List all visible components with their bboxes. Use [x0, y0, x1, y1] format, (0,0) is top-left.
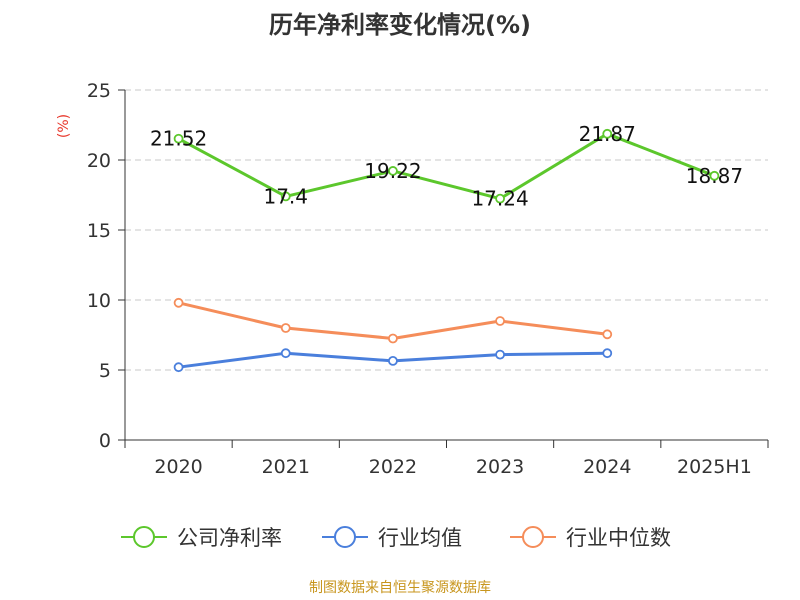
- series-公司净利率: 21.52 17.4 19.22 17.24 21.87 18.87: [150, 122, 743, 211]
- data-point: [495, 316, 505, 326]
- grid-lines: [125, 89, 768, 371]
- y-tick-label: 5: [99, 360, 111, 382]
- legend-item-行业均值[interactable]: 行业均值: [322, 526, 462, 550]
- chart-title: 历年净利率变化情况(%): [269, 11, 531, 39]
- source-note: 制图数据来自恒生聚源数据库: [309, 580, 491, 596]
- data-label: 19.22: [364, 159, 421, 183]
- legend[interactable]: 公司净利率 行业均值 行业中位数: [121, 526, 671, 550]
- data-point: [602, 128, 613, 139]
- y-tick-label: 0: [99, 430, 111, 452]
- data-point: [280, 323, 291, 333]
- legend-label: 行业均值: [378, 526, 462, 550]
- series-行业均值: [173, 348, 613, 373]
- axes: 0 5 10 15 20 25 2020 2021 2022 2023 2024 2025H1: [87, 80, 769, 478]
- data-point: [709, 170, 720, 181]
- data-point: [280, 191, 291, 202]
- data-label: 21.52: [150, 127, 207, 151]
- legend-label: 行业中位数: [566, 526, 671, 550]
- legend-marker: [133, 526, 155, 548]
- y-tick-label: 20: [87, 150, 111, 172]
- data-point: [495, 349, 505, 360]
- x-tick-label: 2022: [369, 456, 417, 478]
- x-tick-label: 2024: [583, 456, 631, 478]
- data-point: [602, 348, 613, 359]
- x-tick-label: 2023: [476, 456, 524, 478]
- legend-marker: [522, 526, 544, 548]
- legend-label: 公司净利率: [177, 526, 282, 550]
- series-line: [177, 132, 715, 201]
- series-group: 21.52 17.4 19.22 17.24 21.87 18.87: [150, 122, 743, 373]
- data-point: [388, 333, 398, 344]
- y-axis-label: (%): [56, 114, 72, 138]
- legend-item-行业中位数[interactable]: 行业中位数: [510, 526, 671, 550]
- series-line: [178, 301, 608, 340]
- data-point: [173, 362, 184, 373]
- data-label: 18.87: [686, 164, 743, 188]
- legend-item-公司净利率[interactable]: 公司净利率: [121, 526, 282, 550]
- x-tick-label: 2021: [262, 456, 310, 478]
- x-tick-label: 2025H1: [677, 456, 752, 478]
- data-point: [602, 329, 613, 340]
- y-tick-label: 25: [87, 80, 111, 102]
- data-label: 21.87: [579, 122, 636, 146]
- y-tick-label: 15: [87, 220, 111, 242]
- data-point: [173, 297, 184, 308]
- legend-marker: [334, 526, 356, 548]
- data-point: [388, 355, 398, 366]
- data-point: [173, 133, 184, 144]
- data-label: 17.24: [471, 187, 528, 211]
- data-point: [495, 193, 505, 204]
- series-行业中位数: [173, 297, 613, 344]
- y-tick-label: 10: [87, 290, 111, 312]
- data-label: 17.4: [263, 184, 308, 208]
- data-point: [280, 348, 291, 359]
- x-tick-label: 2020: [154, 456, 202, 478]
- data-point: [388, 166, 398, 176]
